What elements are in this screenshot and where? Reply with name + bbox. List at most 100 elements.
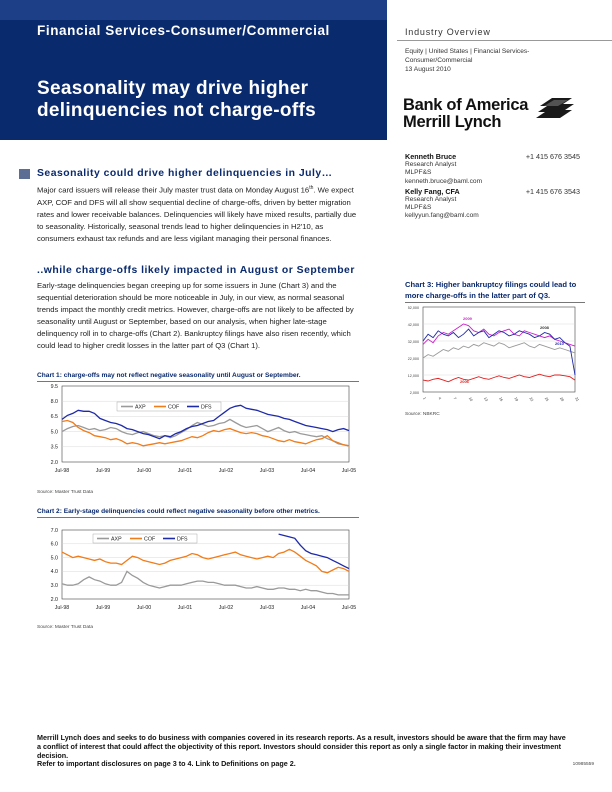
series-annotation: 2006 <box>460 379 470 384</box>
x-tick-label: 1 <box>422 397 426 401</box>
legend-box <box>116 401 222 412</box>
meta-line: Equity | United States | Financial Servi… <box>405 48 530 55</box>
analyst-firm: MLPF&S <box>405 169 432 177</box>
x-tick-label: Jul-00 <box>137 605 151 611</box>
y-tick-label: 42,000 <box>408 323 419 327</box>
y-tick-label: 6.5 <box>51 414 58 420</box>
y-tick-label: 8.0 <box>51 399 58 405</box>
paragraph-text: Major card issuers will release their Ju… <box>37 185 310 195</box>
section-heading-2: ..while charge-offs likely impacted in A… <box>37 265 355 276</box>
section-marker <box>19 169 30 179</box>
x-tick-label: 22 <box>529 397 535 403</box>
y-tick-label: 22,000 <box>408 357 419 361</box>
x-tick-label: 16 <box>498 397 504 403</box>
analyst-list: Kenneth Bruce +1 415 676 3545 Research A… <box>405 152 580 223</box>
x-tick-label: Jul-01 <box>178 468 192 474</box>
sector-label: Financial Services-Consumer/Commercial <box>37 23 330 38</box>
disclaimer-text: Merrill Lynch does and seeks to do busin… <box>37 733 566 760</box>
y-tick-label: 5.0 <box>51 429 58 435</box>
chart2-svg: 2.0 3.0 4.0 5.0 6.0 7.0 Jul-98 Jul-99 Jul-00 Jul-… <box>51 528 357 611</box>
legend-label: DFS <box>177 537 188 543</box>
disclosure-link[interactable]: Refer to important disclosures on page 3… <box>37 759 296 769</box>
x-tick-label: Jul-02 <box>219 468 233 474</box>
analyst-phone: +1 415 676 3545 <box>525 152 580 161</box>
legend-label: COF <box>168 405 180 411</box>
series-line-cof <box>61 548 350 574</box>
x-tick-label: Jul-02 <box>219 605 233 611</box>
series-annotation: 2010 <box>555 341 565 346</box>
x-tick-label: Jul-98 <box>55 605 69 611</box>
series-line-dfs <box>278 533 350 570</box>
chart1-svg: 2.0 3.5 5.0 6.5 8.0 9.5 Jul-98 Jul-99 Jul-00 Jul-… <box>51 384 357 474</box>
analyst-entry: Kelly Fang, CFA +1 415 676 3543 Research… <box>405 186 580 221</box>
y-tick-label: 6.0 <box>51 542 58 548</box>
x-tick-label: Jul-98 <box>55 468 69 474</box>
series-line-cof <box>61 419 350 447</box>
series-annotation: 2009 <box>463 316 473 321</box>
meta-line: 13 August 2010 <box>405 66 451 73</box>
analyst-phone: +1 415 676 3543 <box>525 186 580 196</box>
brand-logo: Bank of America Merrill Lynch <box>403 97 528 131</box>
x-tick-label: Jul-04 <box>301 605 315 611</box>
analyst-title: Research Analyst <box>405 161 457 169</box>
meta-line: Consumer/Commercial <box>405 57 473 64</box>
plot-frame <box>61 385 350 463</box>
analyst-entry: Kenneth Bruce +1 415 676 3545 Research A… <box>405 152 580 186</box>
x-tick-label: Jul-03 <box>260 605 274 611</box>
analyst-email[interactable]: kellyyun.fang@baml.com <box>405 212 479 220</box>
series-line-2010 <box>422 328 576 376</box>
x-tick-label: Jul-05 <box>342 605 356 611</box>
series-line-dfs <box>61 404 350 440</box>
y-tick-label: 7.0 <box>51 528 58 534</box>
x-tick-label: Jul-05 <box>342 468 356 474</box>
section-paragraph-2: Early-stage delinquencies began creeping… <box>37 281 354 351</box>
chart2-source: Source: Master Trust Data <box>37 625 93 630</box>
x-tick-label: 10 <box>468 397 474 403</box>
section-paragraph-1: Major card issuers will release their Ju… <box>37 182 357 245</box>
header-banner <box>0 0 387 140</box>
superscript: th <box>309 185 314 191</box>
series-annotation: 2008 <box>540 325 550 330</box>
x-tick-label: 25 <box>544 397 550 403</box>
chart2-title: Chart 2: Early-stage delinquencies could… <box>37 508 320 515</box>
analyst-email[interactable]: kenneth.bruce@baml.com <box>405 177 483 185</box>
divider <box>37 517 359 518</box>
chart3-svg: 2,000 12,000 22,000 32,000 42,000 52,000 1 4 7 10… <box>408 306 580 403</box>
y-tick-label: 3.0 <box>51 583 58 589</box>
chart1-title: Chart 1: charge-offs may not reflect neg… <box>37 372 301 379</box>
y-tick-label: 4.0 <box>51 569 58 575</box>
analyst-name: Kenneth Bruce <box>405 152 457 161</box>
x-tick-label: 31 <box>574 397 580 403</box>
legend-label: AXP <box>111 537 122 543</box>
divider <box>37 381 359 382</box>
divider <box>397 40 612 41</box>
brand-line-2: Merrill Lynch <box>403 113 502 131</box>
x-tick-label: 4 <box>437 397 441 401</box>
x-tick-label: Jul-03 <box>260 468 274 474</box>
y-tick-label: 2,000 <box>410 391 419 395</box>
y-tick-label: 2.0 <box>51 597 58 603</box>
x-tick-label: 7 <box>453 397 457 401</box>
x-tick-label: Jul-04 <box>301 468 315 474</box>
series-line-2009 <box>422 323 576 347</box>
analyst-name: Kelly Fang, CFA <box>405 186 460 196</box>
chart1-source: Source: Master Trust Data <box>37 490 93 495</box>
x-tick-label: Jul-99 <box>96 605 110 611</box>
x-tick-label: Jul-00 <box>137 468 151 474</box>
page-title: Seasonality may drive higher delinquenci… <box>37 78 316 121</box>
document-code: 10985559 <box>572 762 594 767</box>
y-tick-label: 32,000 <box>408 340 419 344</box>
legend-label: DFS <box>201 405 212 411</box>
y-tick-label: 12,000 <box>408 374 419 378</box>
analyst-title: Research Analyst <box>405 196 457 204</box>
x-tick-label: 19 <box>513 397 519 403</box>
y-tick-label: 5.0 <box>51 555 58 561</box>
report-meta: Equity | United States | Financial Servi… <box>405 47 565 74</box>
chart-legend: AXP COF DFS <box>116 401 222 412</box>
series-line-2006 <box>422 373 576 383</box>
flag-logo-icon <box>536 98 574 118</box>
chart-legend: AXP COF DFS <box>92 533 198 544</box>
x-tick-label: Jul-99 <box>96 468 110 474</box>
y-tick-label: 9.5 <box>51 384 58 390</box>
series-line-axp <box>61 570 349 596</box>
